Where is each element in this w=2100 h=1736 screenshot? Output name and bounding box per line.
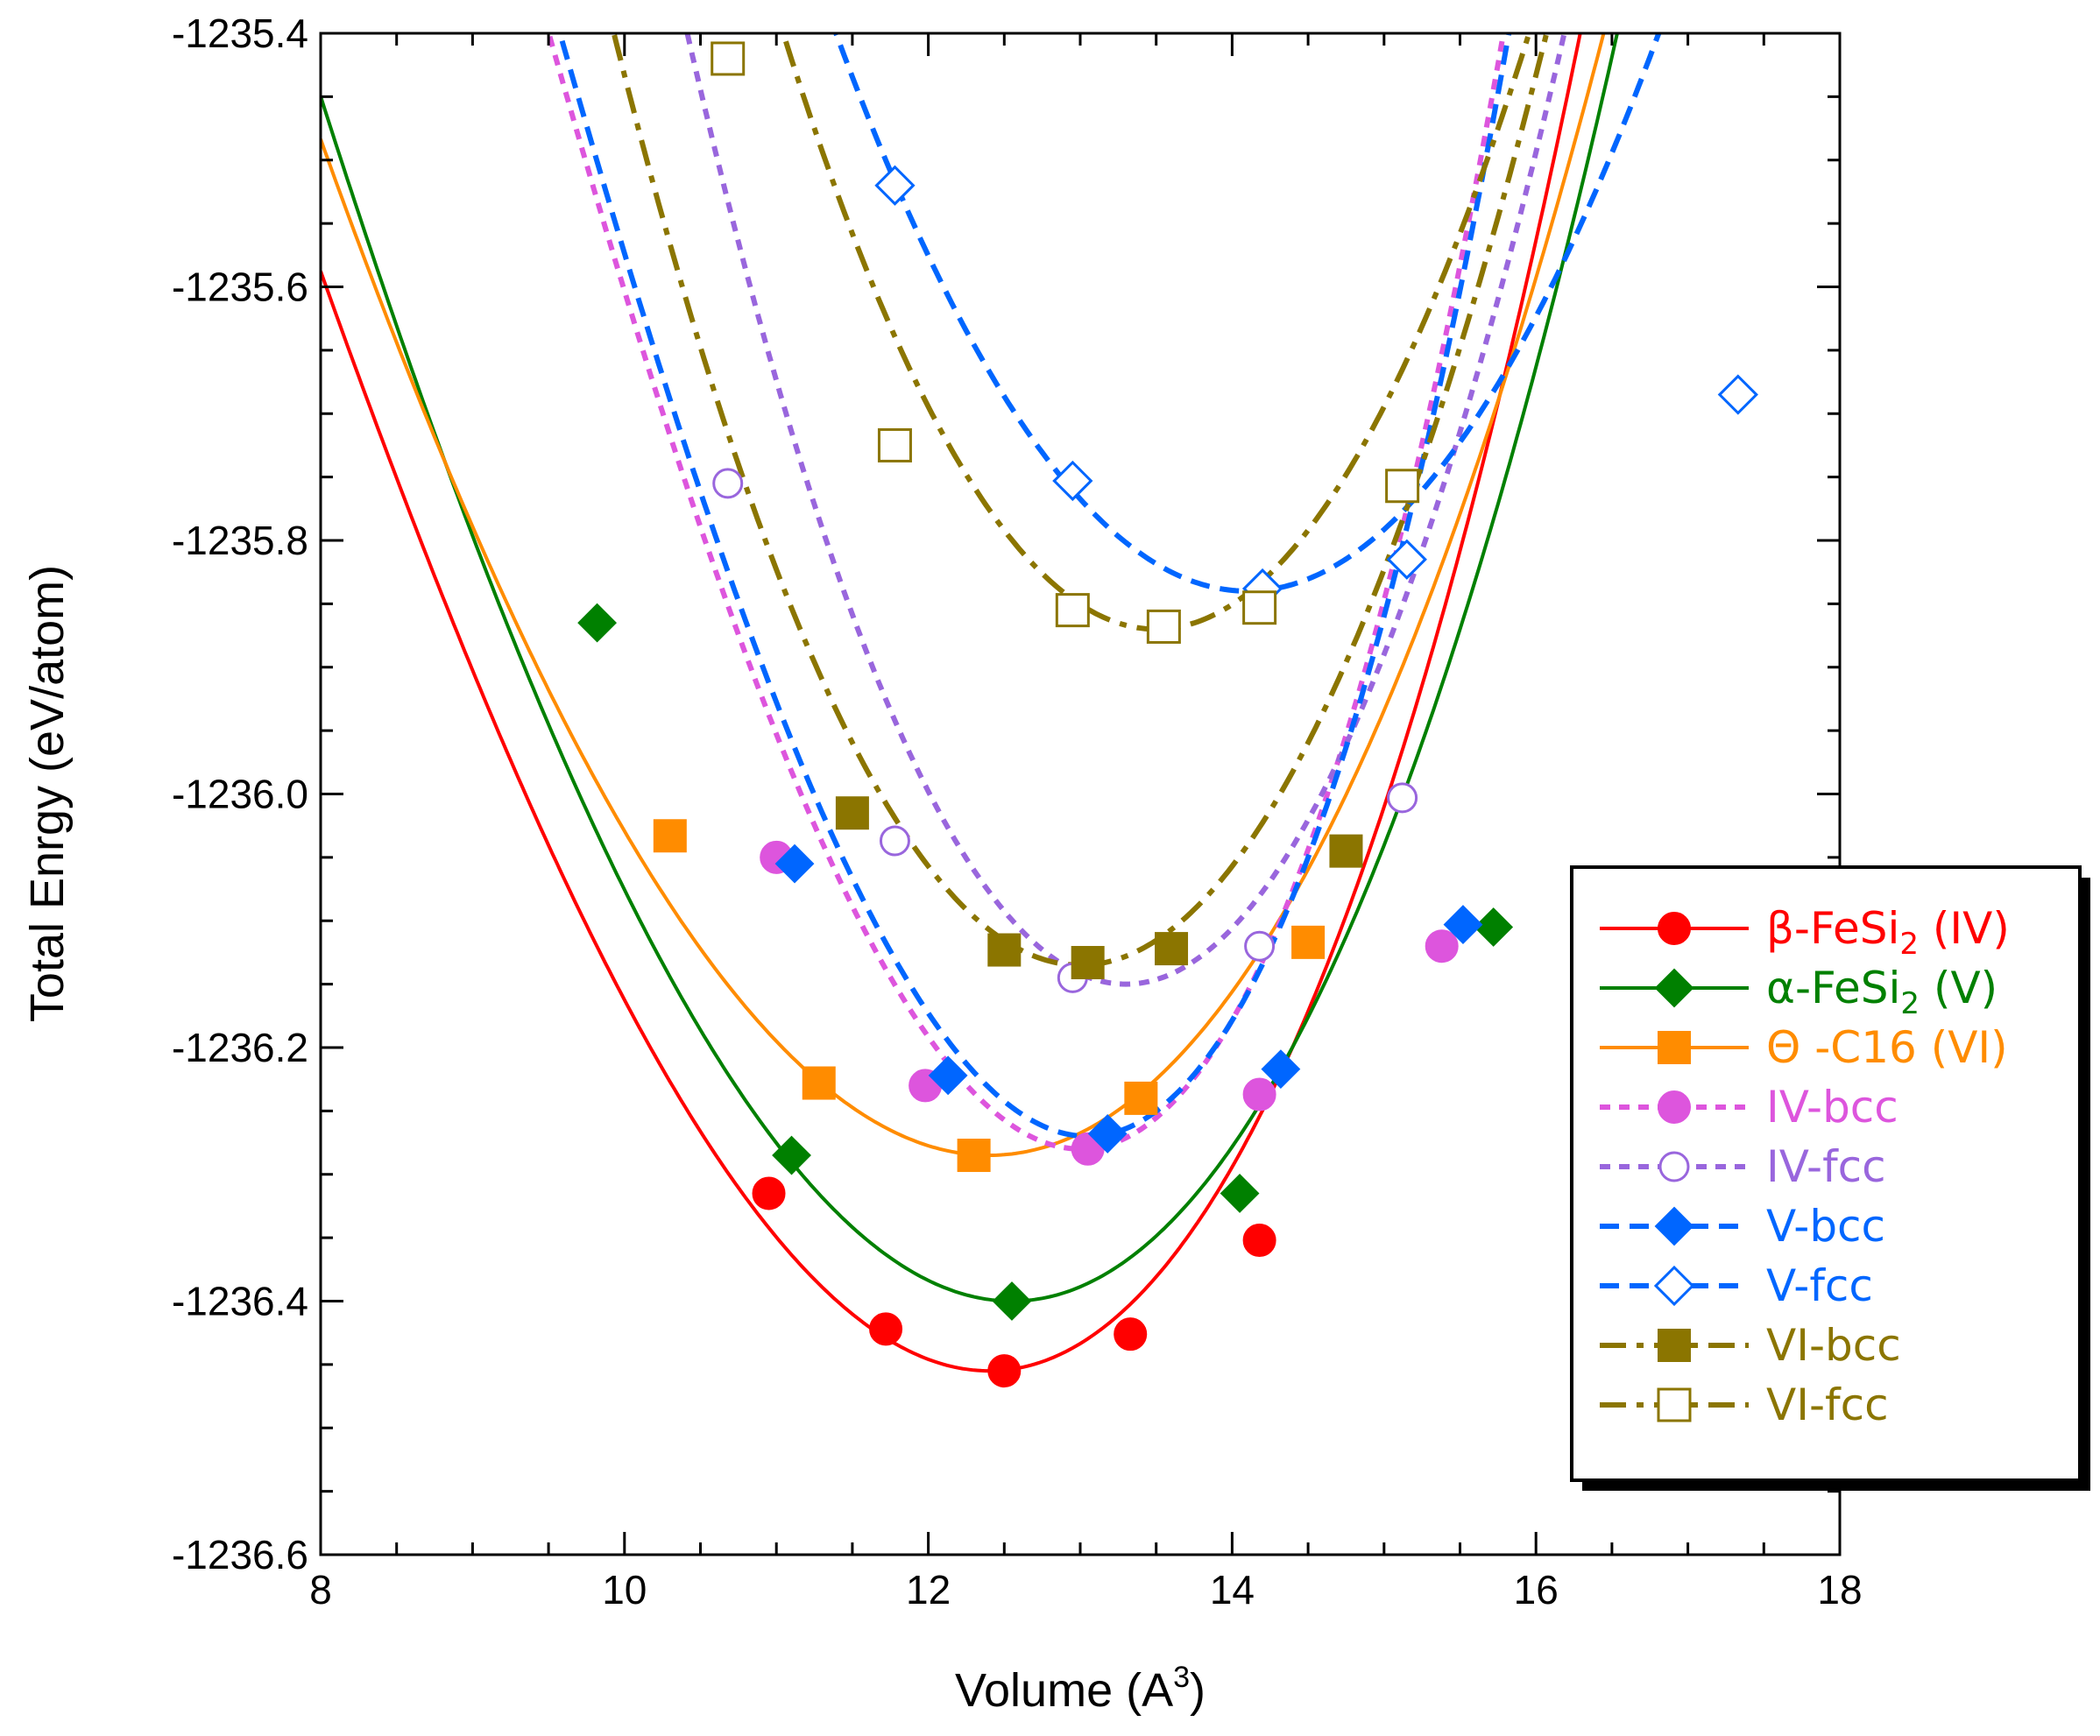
data-markers xyxy=(577,41,1758,1388)
x-tick-label: 10 xyxy=(602,1567,647,1613)
data-point xyxy=(1244,930,1276,962)
y-tick-label: -1236.0 xyxy=(172,772,308,817)
data-point xyxy=(987,1354,1022,1388)
legend-marker xyxy=(1658,1151,1690,1182)
data-point xyxy=(1220,1174,1260,1213)
data-point xyxy=(1087,1114,1128,1154)
y-axis-title: Total Enrgy (eV/atom) xyxy=(21,565,74,1022)
data-point xyxy=(752,1176,786,1210)
y-tick-label: -1236.4 xyxy=(172,1279,308,1324)
data-point xyxy=(987,933,1022,967)
fit-curves xyxy=(321,33,1662,1373)
x-axis-title: Volume (A3) xyxy=(955,1661,1206,1717)
data-point xyxy=(1291,925,1326,959)
legend-marker xyxy=(1654,1206,1694,1246)
data-point xyxy=(1387,782,1418,814)
data-point xyxy=(712,468,744,499)
legend-label: IV-fcc xyxy=(1766,1141,1886,1192)
data-point xyxy=(1425,929,1459,963)
y-tick-label: -1235.6 xyxy=(172,265,308,310)
x-tick-label: 16 xyxy=(1514,1567,1559,1613)
legend-marker xyxy=(1658,1090,1691,1124)
data-point xyxy=(1443,905,1483,945)
legend-marker xyxy=(1658,912,1691,945)
data-point xyxy=(928,1055,968,1096)
fit-curve-6 xyxy=(832,33,1662,594)
legend-label: α-FeSi2 (V) xyxy=(1766,963,1997,1021)
data-point xyxy=(772,1135,811,1175)
legend-marker xyxy=(1658,1329,1691,1362)
fit-curve-8 xyxy=(780,33,1532,632)
legend-label: Θ -C16 (VI) xyxy=(1766,1022,2008,1073)
data-point xyxy=(653,819,687,853)
data-point xyxy=(711,41,746,76)
legend-label: β-FeSi2 (IV) xyxy=(1766,903,2010,962)
fit-curve-1 xyxy=(321,33,1620,1303)
data-point xyxy=(835,796,869,830)
data-point xyxy=(1242,1224,1276,1258)
data-point xyxy=(957,1139,991,1173)
data-point xyxy=(577,603,618,643)
data-point xyxy=(1114,1317,1148,1351)
data-point xyxy=(1474,907,1514,947)
data-point xyxy=(874,165,916,206)
data-point xyxy=(1261,1049,1301,1090)
y-tick-label: -1236.2 xyxy=(172,1025,308,1070)
legend-marker xyxy=(1654,968,1694,1008)
data-point xyxy=(1055,593,1090,628)
legend-marker xyxy=(1653,1265,1695,1307)
data-point xyxy=(1386,539,1427,580)
fit-curve-2 xyxy=(321,33,1606,1157)
data-point xyxy=(869,1312,903,1346)
data-point xyxy=(879,825,910,857)
fit-curve-3 xyxy=(546,33,1507,1152)
data-point xyxy=(877,427,912,462)
legend-label: V-bcc xyxy=(1766,1201,1885,1252)
data-point xyxy=(1717,374,1758,415)
x-tick-label: 8 xyxy=(309,1567,332,1613)
data-point xyxy=(1329,834,1363,868)
legend-marker xyxy=(1658,1031,1691,1064)
fit-curve-5 xyxy=(557,33,1512,1140)
data-point xyxy=(802,1066,836,1100)
x-tick-label: 12 xyxy=(906,1567,951,1613)
axis-tick-labels: 8 10 12 14 16 18 -1236.6 -1236.4 -1236.2 -1236.0 -… xyxy=(172,11,1863,1613)
legend-label: VI-bcc xyxy=(1766,1320,1901,1371)
legend-label: IV-bcc xyxy=(1766,1082,1898,1133)
y-tick-label: -1235.4 xyxy=(172,11,308,56)
legend-label: V-fcc xyxy=(1766,1260,1873,1311)
y-tick-label: -1236.6 xyxy=(172,1532,308,1577)
legend-label: VI-fcc xyxy=(1766,1380,1889,1430)
x-tick-label: 18 xyxy=(1817,1567,1862,1613)
fit-curve-0 xyxy=(321,33,1582,1373)
x-tick-label: 14 xyxy=(1210,1567,1255,1613)
data-point xyxy=(1146,609,1181,644)
data-point xyxy=(1155,932,1189,966)
data-point xyxy=(774,843,815,884)
data-point xyxy=(1124,1081,1158,1115)
data-point xyxy=(1052,460,1093,502)
data-point xyxy=(1071,946,1105,980)
legend-marker xyxy=(1657,1387,1692,1422)
data-point xyxy=(992,1281,1032,1321)
data-point xyxy=(1242,590,1277,625)
data-point xyxy=(1385,469,1420,504)
y-tick-label: -1235.8 xyxy=(172,518,308,563)
legend-box xyxy=(1570,865,2082,1482)
legend: β-FeSi2 (IV)α-FeSi2 (V)Θ -C16 (VI) IV-bcc… xyxy=(1570,865,2090,1491)
data-point xyxy=(1242,1077,1276,1111)
